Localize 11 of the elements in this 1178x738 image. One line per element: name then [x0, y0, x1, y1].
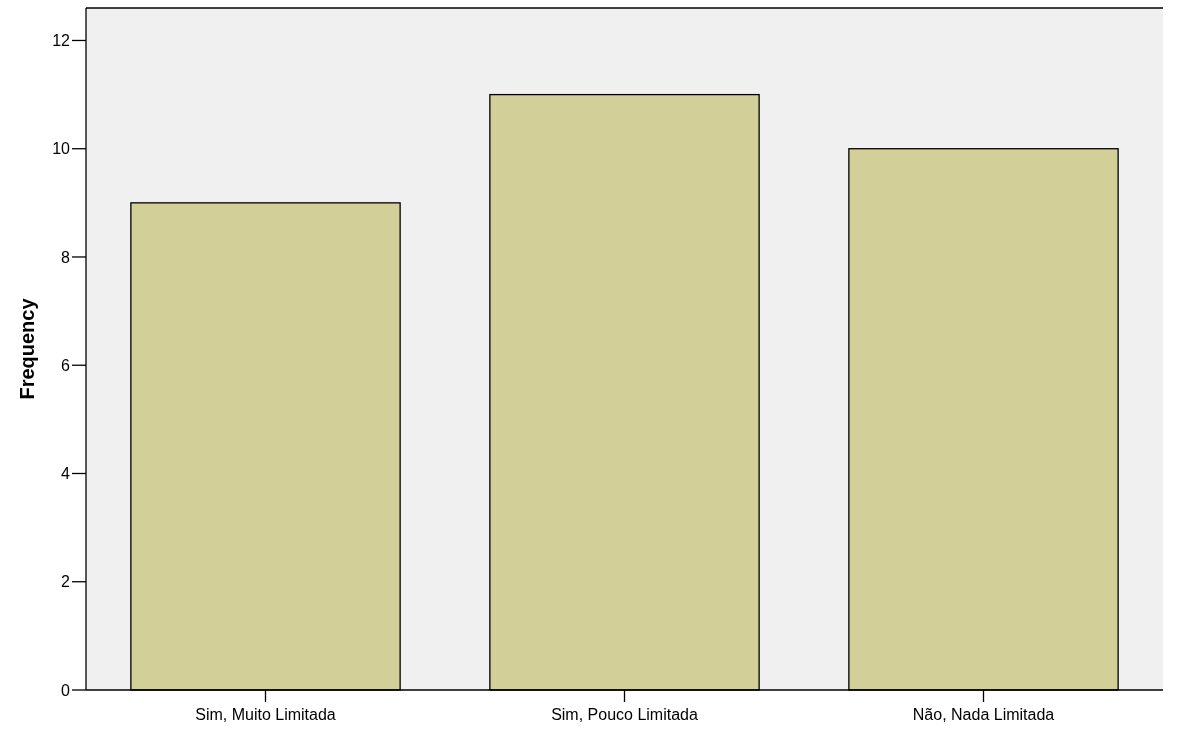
x-tick-label: Sim, Pouco Limitada	[551, 706, 698, 723]
x-tick-label: Não, Nada Limitada	[912, 706, 1055, 723]
y-tick-label: 6	[61, 356, 71, 374]
x-tick-label: Sim, Muito Limitada	[195, 706, 336, 723]
y-tick-label: 12	[52, 32, 71, 50]
y-tick-label: 10	[52, 140, 71, 158]
y-tick-label: 2	[61, 573, 71, 591]
y-tick-label: 0	[61, 681, 71, 699]
y-tick-label: 8	[61, 248, 71, 266]
y-tick-label: 4	[61, 465, 71, 483]
y-axis-title: Frequency	[16, 297, 38, 400]
